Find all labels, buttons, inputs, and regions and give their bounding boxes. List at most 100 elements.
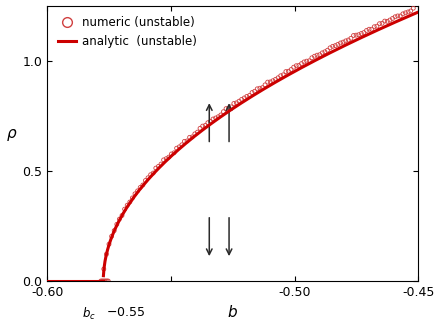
- numeric (unstable): [238, 97, 245, 102]
- numeric (unstable): [392, 14, 399, 19]
- numeric (unstable): [350, 33, 357, 38]
- numeric (unstable): [324, 48, 331, 53]
- numeric (unstable): [158, 161, 165, 167]
- numeric (unstable): [371, 24, 378, 29]
- Point: [103, 278, 110, 284]
- numeric (unstable): [137, 185, 144, 190]
- Point: [102, 278, 109, 284]
- numeric (unstable): [264, 80, 271, 85]
- numeric (unstable): [381, 19, 388, 24]
- numeric (unstable): [241, 95, 248, 100]
- numeric (unstable): [183, 138, 191, 143]
- analytic  (unstable): [337, 46, 342, 50]
- Point: [100, 278, 107, 284]
- numeric (unstable): [386, 17, 393, 22]
- numeric (unstable): [394, 13, 401, 19]
- numeric (unstable): [267, 79, 274, 84]
- numeric (unstable): [165, 155, 172, 160]
- analytic  (unstable): [414, 11, 420, 15]
- numeric (unstable): [254, 86, 261, 91]
- numeric (unstable): [337, 40, 344, 46]
- numeric (unstable): [113, 222, 120, 227]
- numeric (unstable): [355, 32, 362, 37]
- numeric (unstable): [204, 120, 211, 125]
- analytic  (unstable): [286, 73, 291, 77]
- numeric (unstable): [139, 183, 147, 188]
- numeric (unstable): [230, 101, 237, 106]
- numeric (unstable): [118, 213, 125, 218]
- numeric (unstable): [235, 98, 242, 104]
- numeric (unstable): [321, 49, 328, 54]
- numeric (unstable): [152, 166, 159, 171]
- numeric (unstable): [277, 73, 284, 78]
- numeric (unstable): [316, 52, 323, 57]
- numeric (unstable): [400, 11, 407, 17]
- numeric (unstable): [243, 94, 250, 99]
- numeric (unstable): [319, 50, 326, 55]
- numeric (unstable): [334, 42, 341, 47]
- numeric (unstable): [209, 116, 216, 122]
- numeric (unstable): [384, 19, 391, 24]
- numeric (unstable): [303, 59, 310, 64]
- numeric (unstable): [132, 191, 139, 197]
- numeric (unstable): [217, 112, 224, 118]
- numeric (unstable): [389, 16, 396, 21]
- numeric (unstable): [405, 9, 412, 15]
- numeric (unstable): [246, 93, 253, 98]
- numeric (unstable): [352, 33, 359, 38]
- numeric (unstable): [374, 23, 381, 29]
- numeric (unstable): [340, 39, 347, 45]
- numeric (unstable): [332, 43, 339, 48]
- numeric (unstable): [342, 38, 349, 43]
- numeric (unstable): [347, 36, 354, 41]
- numeric (unstable): [199, 124, 206, 129]
- numeric (unstable): [407, 8, 414, 14]
- numeric (unstable): [249, 90, 256, 95]
- numeric (unstable): [100, 266, 107, 272]
- numeric (unstable): [358, 31, 365, 36]
- numeric (unstable): [308, 55, 315, 60]
- numeric (unstable): [376, 21, 383, 26]
- numeric (unstable): [155, 164, 162, 169]
- numeric (unstable): [168, 151, 175, 156]
- numeric (unstable): [129, 195, 136, 200]
- numeric (unstable): [150, 170, 157, 176]
- numeric (unstable): [124, 202, 131, 208]
- numeric (unstable): [197, 126, 204, 131]
- numeric (unstable): [108, 234, 115, 239]
- numeric (unstable): [314, 52, 321, 58]
- numeric (unstable): [378, 21, 385, 26]
- numeric (unstable): [142, 178, 149, 183]
- X-axis label: $b$: $b$: [227, 304, 238, 320]
- Point: [105, 278, 112, 284]
- numeric (unstable): [326, 45, 334, 51]
- numeric (unstable): [220, 109, 227, 114]
- analytic  (unstable): [243, 98, 248, 102]
- numeric (unstable): [134, 188, 141, 193]
- numeric (unstable): [345, 37, 352, 43]
- numeric (unstable): [173, 146, 180, 151]
- numeric (unstable): [402, 10, 409, 15]
- numeric (unstable): [147, 172, 154, 177]
- numeric (unstable): [282, 69, 290, 74]
- numeric (unstable): [186, 135, 193, 140]
- numeric (unstable): [225, 106, 232, 111]
- numeric (unstable): [106, 242, 113, 247]
- numeric (unstable): [306, 58, 313, 63]
- Y-axis label: $\rho$: $\rho$: [6, 127, 17, 143]
- numeric (unstable): [163, 156, 170, 161]
- numeric (unstable): [301, 59, 308, 65]
- numeric (unstable): [290, 65, 297, 70]
- analytic  (unstable): [310, 60, 315, 64]
- numeric (unstable): [194, 129, 201, 135]
- numeric (unstable): [295, 63, 302, 68]
- Legend: numeric (unstable), analytic  (unstable): numeric (unstable), analytic (unstable): [53, 11, 201, 53]
- analytic  (unstable): [181, 143, 187, 147]
- Line: analytic  (unstable): analytic (unstable): [103, 13, 417, 276]
- numeric (unstable): [111, 228, 118, 233]
- numeric (unstable): [176, 144, 183, 150]
- Text: $b_c$: $b_c$: [82, 306, 96, 322]
- numeric (unstable): [171, 150, 178, 156]
- numeric (unstable): [368, 27, 375, 32]
- numeric (unstable): [121, 207, 128, 212]
